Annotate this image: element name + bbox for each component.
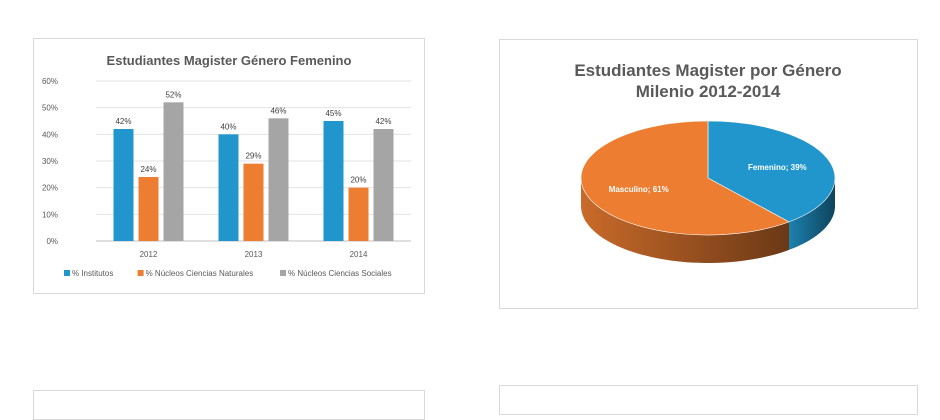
chart-panel-partial-right [499, 385, 918, 415]
pie-side-masculino [581, 178, 789, 263]
y-tick-label: 60% [42, 77, 58, 86]
bar [243, 163, 264, 241]
data-label: 42% [375, 117, 391, 126]
bar-chart: Estudiantes Magister Género Femenino 0% 10… [42, 53, 411, 278]
data-label: 45% [325, 109, 341, 118]
x-tick-label: 2014 [350, 250, 368, 259]
data-label: 52% [165, 90, 181, 99]
bar [218, 134, 239, 241]
x-tick-label: 2012 [140, 250, 158, 259]
y-tick-label: 40% [42, 130, 58, 139]
y-tick-label: 0% [46, 237, 58, 246]
y-tick-label: 20% [42, 184, 58, 193]
bar [373, 129, 394, 241]
bar [113, 129, 134, 241]
x-tick-label: 2013 [245, 250, 263, 259]
chart-title: Estudiantes Magister por Género [574, 61, 841, 80]
pie-data-label: Femenino; 39% [748, 163, 807, 172]
legend-swatch [64, 270, 70, 276]
legend-label: % Institutos [72, 269, 113, 278]
legend-swatch [280, 270, 286, 276]
data-label: 46% [270, 106, 286, 115]
y-tick-label: 30% [42, 157, 58, 166]
y-tick-label: 50% [42, 104, 58, 113]
pie-side-femenino [789, 179, 835, 250]
data-label: 29% [245, 152, 261, 161]
data-label: 42% [115, 117, 131, 126]
pie-slice-masculino [580, 120, 790, 236]
chart-panel-partial-left [33, 390, 425, 420]
data-label: 20% [350, 176, 366, 185]
bar-chart-panel: Estudiantes Magister Género Femenino 0% 10… [33, 38, 425, 294]
legend-swatch [137, 270, 144, 276]
pie-data-label: Masculino; 61% [609, 185, 669, 194]
bar [323, 121, 344, 241]
pie-chart: Estudiantes Magister por Género Milenio 2… [574, 61, 842, 263]
chart-title: Milenio 2012-2014 [636, 82, 781, 101]
bar [268, 118, 289, 241]
bar [163, 102, 184, 241]
y-tick-label: 10% [42, 210, 58, 219]
chart-title: Estudiantes Magister Género Femenino [107, 53, 352, 68]
pie-chart-panel: Estudiantes Magister por Género Milenio 2… [499, 39, 918, 309]
legend-label: % Núcleos Ciencias Sociales [288, 269, 392, 278]
bar [138, 177, 159, 241]
bar [348, 187, 369, 241]
legend-label: % Núcleos Ciencias Naturales [146, 269, 254, 278]
pie-slice-femenino [707, 120, 836, 223]
data-label: 40% [220, 122, 236, 131]
data-label: 24% [140, 165, 156, 174]
